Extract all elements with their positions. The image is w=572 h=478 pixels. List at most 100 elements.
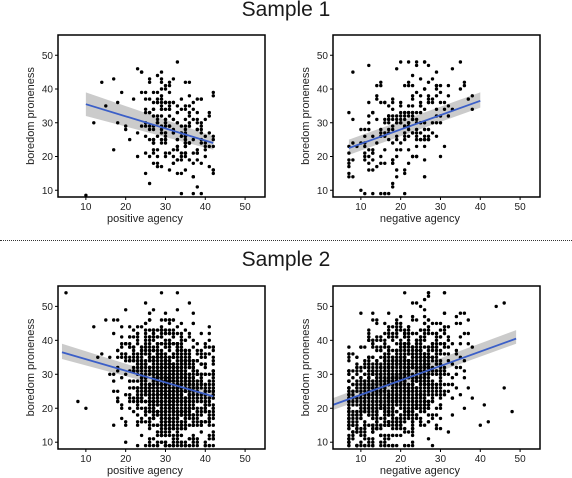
data-point	[116, 396, 120, 400]
data-point	[406, 365, 411, 370]
data-point	[395, 121, 399, 125]
data-point	[187, 331, 192, 336]
data-point	[175, 158, 180, 162]
data-point	[151, 141, 156, 145]
data-point	[383, 331, 387, 336]
data-point	[434, 107, 439, 112]
data-point	[195, 185, 199, 189]
data-point	[195, 342, 199, 346]
data-point	[367, 335, 371, 339]
data-point	[351, 141, 355, 145]
data-point	[363, 382, 367, 387]
data-point	[139, 416, 144, 421]
data-point	[203, 396, 207, 400]
data-point	[163, 328, 168, 332]
y-tick-label: 30	[317, 118, 329, 129]
data-point	[167, 338, 172, 342]
data-point	[163, 141, 168, 145]
data-point	[446, 352, 451, 356]
data-point	[371, 406, 375, 410]
data-point	[434, 382, 439, 387]
data-point	[135, 331, 140, 336]
data-point	[155, 440, 160, 444]
data-point	[147, 154, 152, 159]
data-point	[187, 94, 192, 98]
data-point	[171, 369, 176, 373]
data-point	[387, 403, 391, 407]
data-point	[422, 60, 427, 64]
data-point	[422, 403, 427, 407]
data-point	[359, 443, 363, 448]
data-point	[383, 379, 387, 383]
data-point	[363, 420, 367, 424]
data-point	[367, 161, 371, 165]
data-point	[359, 416, 363, 421]
data-point	[430, 386, 435, 390]
data-point	[430, 393, 435, 397]
data-point	[175, 440, 180, 444]
data-point	[179, 409, 184, 414]
data-point	[179, 151, 184, 155]
data-point	[183, 107, 188, 112]
data-point	[139, 70, 144, 74]
data-point	[179, 158, 184, 162]
data-point	[155, 148, 160, 152]
data-point	[163, 416, 168, 421]
data-point	[131, 396, 136, 400]
data-point	[179, 413, 184, 417]
data-point	[403, 409, 407, 414]
data-point	[462, 331, 467, 336]
data-point	[391, 338, 395, 342]
data-point	[187, 121, 192, 125]
data-point	[175, 403, 180, 407]
data-point	[371, 318, 375, 322]
data-point	[191, 376, 195, 380]
data-point	[147, 110, 152, 115]
data-point	[211, 355, 215, 359]
data-point	[163, 440, 168, 444]
data-point	[347, 416, 351, 421]
data-point	[430, 359, 435, 363]
data-point	[135, 355, 140, 359]
data-point	[183, 413, 188, 417]
data-point	[211, 386, 215, 390]
data-point	[143, 362, 148, 366]
data-point	[143, 393, 148, 397]
data-point	[159, 406, 164, 410]
data-point	[175, 433, 180, 438]
data-point	[414, 342, 419, 346]
data-point	[418, 362, 423, 366]
data-point	[163, 376, 168, 380]
data-point	[430, 131, 435, 135]
data-point	[159, 97, 164, 101]
data-point	[187, 379, 192, 383]
data-point	[399, 104, 403, 108]
data-point	[147, 382, 152, 387]
data-point	[179, 352, 184, 356]
data-point	[426, 359, 431, 363]
data-point	[383, 416, 387, 421]
data-point	[195, 97, 199, 101]
data-point	[211, 144, 215, 149]
data-point	[351, 416, 355, 421]
data-point	[363, 359, 367, 363]
data-point	[147, 342, 152, 346]
data-points	[84, 60, 215, 197]
data-point	[211, 409, 215, 414]
data-point	[167, 376, 172, 380]
data-point	[195, 348, 199, 353]
data-point	[183, 104, 188, 108]
data-point	[92, 121, 96, 125]
data-point	[124, 124, 128, 128]
data-point	[375, 409, 379, 414]
data-point	[175, 331, 180, 336]
data-point	[179, 338, 184, 342]
data-point	[434, 386, 439, 390]
data-point	[347, 355, 351, 359]
data-point	[442, 291, 447, 295]
data-point	[438, 90, 443, 95]
data-point	[112, 423, 116, 427]
data-point	[175, 376, 180, 380]
data-point	[187, 348, 192, 353]
data-point	[167, 342, 172, 346]
